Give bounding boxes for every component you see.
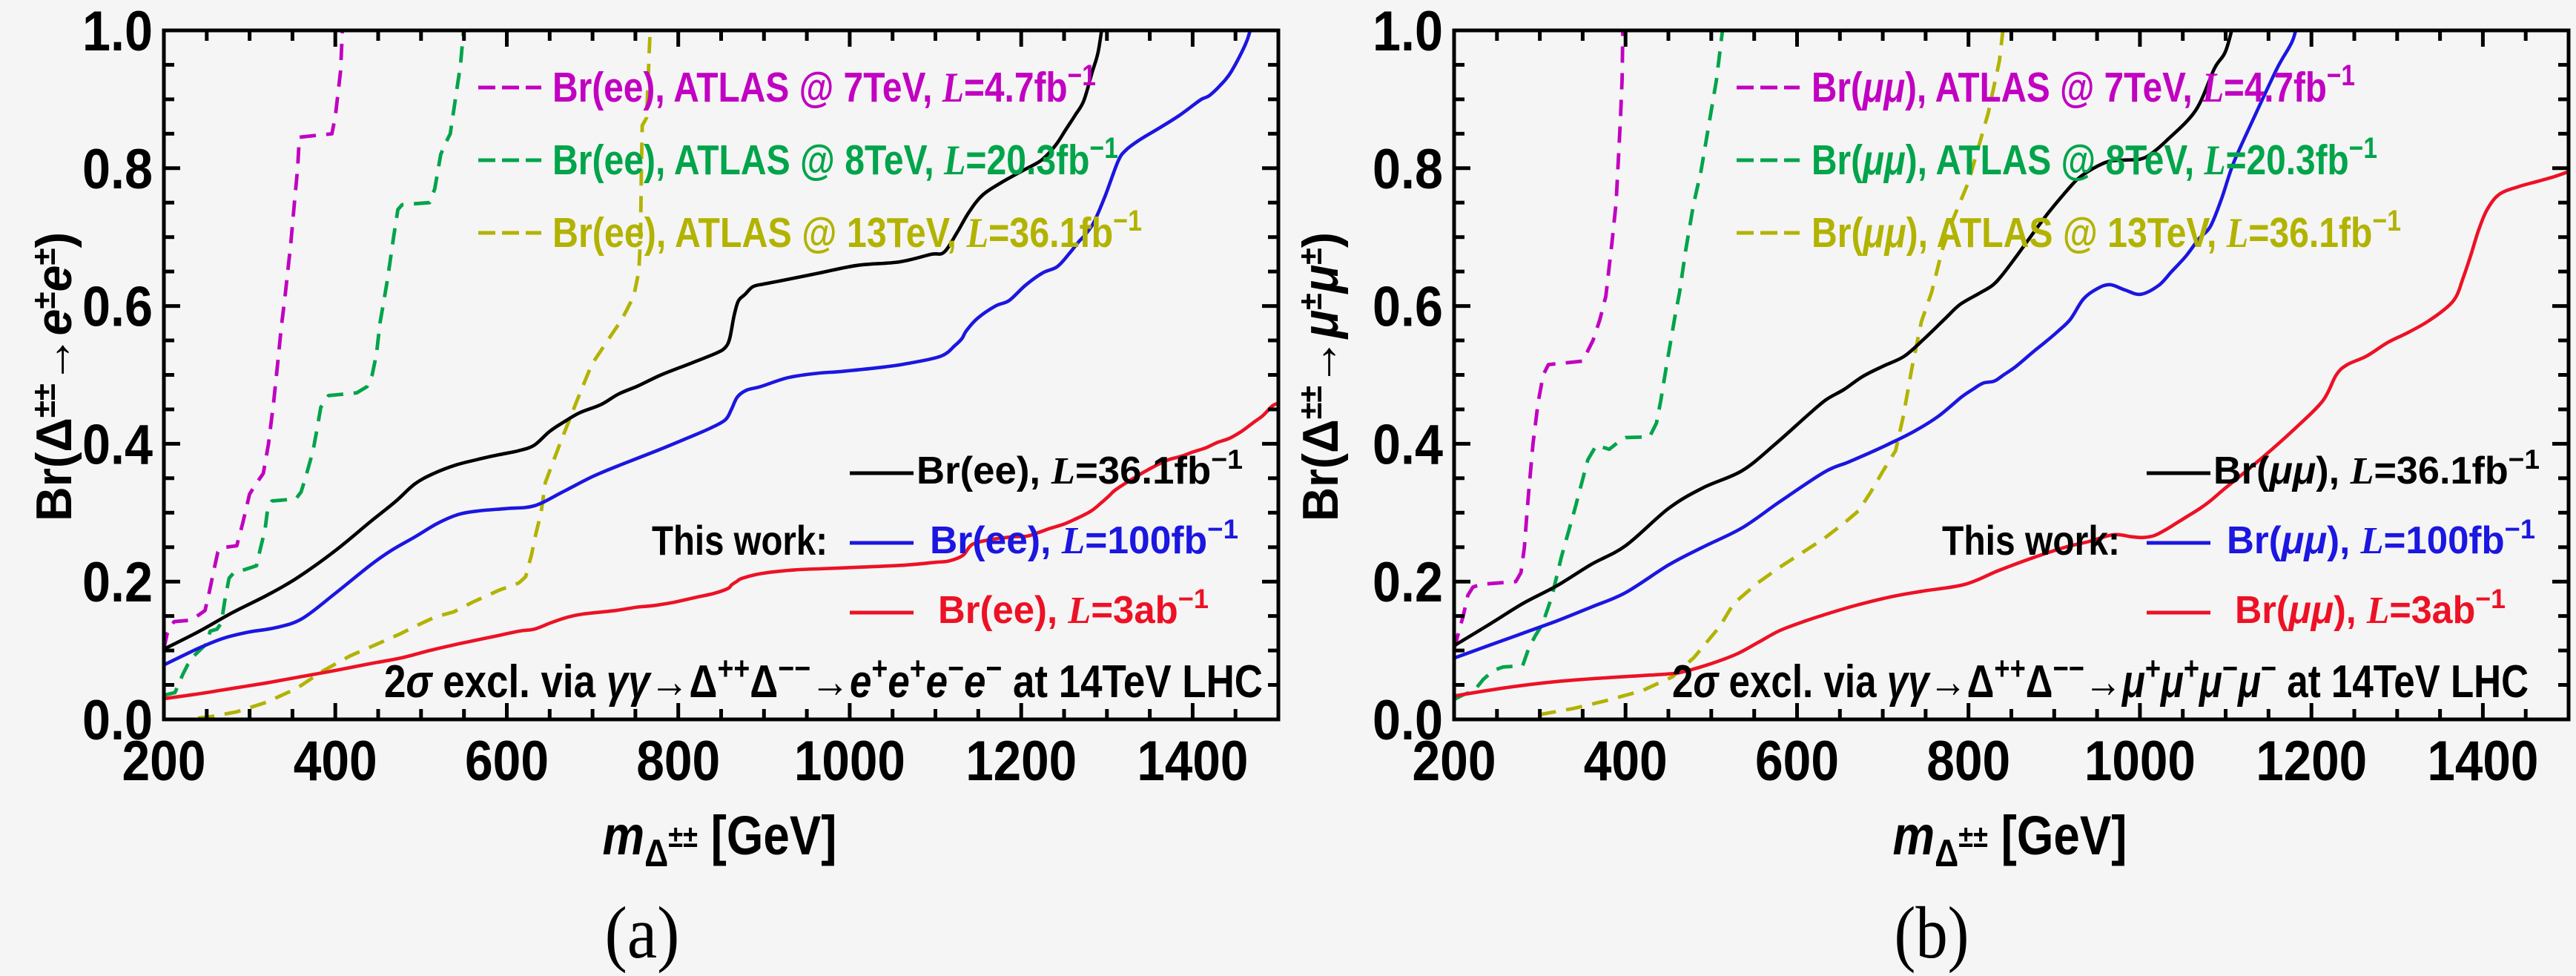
svg-text:0.2: 0.2 (82, 551, 153, 614)
svg-text:600: 600 (465, 730, 549, 793)
svg-text:Br(μμ), L=3ab−1: Br(μμ), L=3ab−1 (2235, 584, 2506, 633)
svg-text:600: 600 (1755, 730, 1839, 793)
svg-text:mΔ±± [GeV]: mΔ±± [GeV] (1893, 805, 2127, 875)
svg-text:0.2: 0.2 (1373, 551, 1443, 614)
svg-text:mΔ±± [GeV]: mΔ±± [GeV] (603, 805, 837, 875)
svg-text:Br(ee), L=100fb−1: Br(ee), L=100fb−1 (930, 514, 1238, 563)
svg-text:Br(ee), L=3ab−1: Br(ee), L=3ab−1 (938, 584, 1209, 633)
svg-text:1400: 1400 (1137, 730, 1248, 793)
svg-text:1400: 1400 (2427, 730, 2538, 793)
svg-text:800: 800 (1926, 730, 2010, 793)
svg-text:Br(ee), L=36.1fb−1: Br(ee), L=36.1fb−1 (917, 444, 1243, 493)
svg-text:Br(Δ±±→e±e±): Br(Δ±±→e±e±) (26, 232, 82, 521)
svg-text:1000: 1000 (794, 730, 905, 793)
svg-text:200: 200 (1413, 730, 1496, 793)
svg-text:Br(ee), ATLAS @ 8TeV, L=20.3fb: Br(ee), ATLAS @ 8TeV, L=20.3fb−1 (552, 132, 1118, 184)
svg-text:0.8: 0.8 (82, 138, 153, 201)
svg-text:0.6: 0.6 (82, 276, 153, 339)
svg-text:1200: 1200 (2256, 730, 2367, 793)
svg-text:Br(μμ), ATLAS @ 8TeV, L=20.3fb: Br(μμ), ATLAS @ 8TeV, L=20.3fb−1 (1812, 132, 2377, 184)
svg-text:Br(μμ), ATLAS @ 7TeV, L=4.7fb−: Br(μμ), ATLAS @ 7TeV, L=4.7fb−1 (1812, 59, 2355, 111)
svg-text:0.0: 0.0 (1373, 689, 1443, 752)
svg-text:0.4: 0.4 (1373, 413, 1443, 476)
svg-text:Br(μμ), L=100fb−1: Br(μμ), L=100fb−1 (2227, 514, 2535, 563)
svg-text:400: 400 (1584, 730, 1668, 793)
svg-text:0.6: 0.6 (1373, 276, 1443, 339)
svg-text:2σ excl. via γγ→Δ++Δ−−→μ+μ+μ−μ: 2σ excl. via γγ→Δ++Δ−−→μ+μ+μ−μ− at 14TeV… (1672, 650, 2529, 708)
svg-text:This work:: This work: (652, 517, 828, 564)
svg-text:1.0: 1.0 (82, 0, 153, 63)
svg-text:0.4: 0.4 (82, 413, 153, 476)
svg-text:1.0: 1.0 (1373, 0, 1443, 63)
svg-text:Br(Δ±±→μ±μ±): Br(Δ±±→μ±μ±) (1292, 232, 1349, 521)
svg-text:200: 200 (122, 730, 206, 793)
svg-text:800: 800 (636, 730, 720, 793)
svg-text:(a): (a) (605, 891, 680, 974)
svg-text:This work:: This work: (1942, 517, 2120, 564)
svg-text:Br(ee), ATLAS @ 13TeV, L=36.1f: Br(ee), ATLAS @ 13TeV, L=36.1fb−1 (552, 205, 1142, 257)
svg-text:Br(μμ), ATLAS @ 13TeV, L=36.1f: Br(μμ), ATLAS @ 13TeV, L=36.1fb−1 (1812, 205, 2401, 257)
svg-text:0.8: 0.8 (1373, 138, 1443, 201)
svg-text:(b): (b) (1895, 891, 1969, 974)
svg-text:Br(ee), ATLAS @ 7TeV, L=4.7fb−: Br(ee), ATLAS @ 7TeV, L=4.7fb−1 (552, 59, 1096, 111)
svg-text:1000: 1000 (2084, 730, 2196, 793)
svg-text:Br(μμ), L=36.1fb−1: Br(μμ), L=36.1fb−1 (2213, 444, 2540, 493)
svg-text:0.0: 0.0 (82, 689, 153, 752)
svg-text:2σ excl. via γγ→Δ++Δ−−→e+e+e−e: 2σ excl. via γγ→Δ++Δ−−→e+e+e−e− at 14TeV… (384, 650, 1263, 708)
svg-text:400: 400 (294, 730, 377, 793)
svg-text:1200: 1200 (965, 730, 1077, 793)
